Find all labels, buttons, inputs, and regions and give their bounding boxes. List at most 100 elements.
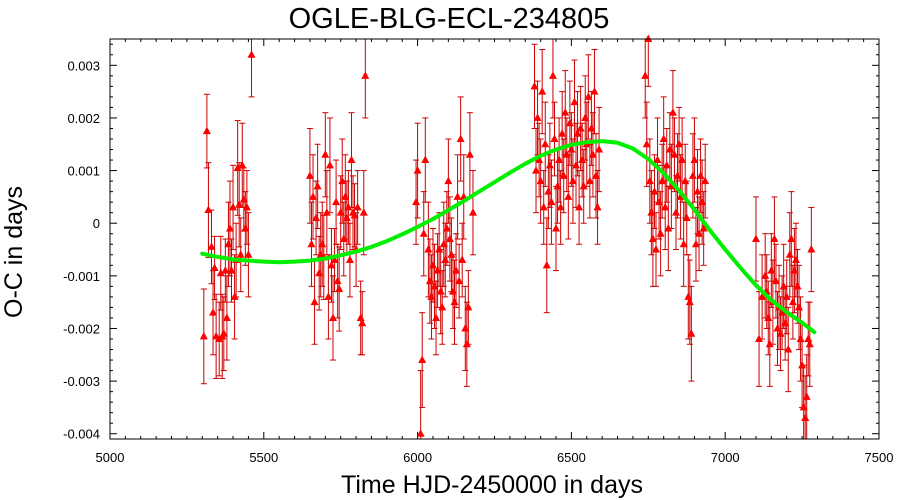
x-tick-label: 6000 — [403, 450, 432, 465]
data-point — [671, 208, 680, 216]
data-point — [452, 266, 461, 274]
data-point — [416, 429, 425, 437]
data-point — [430, 281, 439, 290]
data-point — [325, 160, 334, 169]
data-point — [322, 208, 331, 216]
data-point — [419, 229, 428, 237]
data-point — [199, 331, 208, 340]
data-point — [432, 313, 441, 321]
data-point — [645, 176, 654, 185]
data-point — [347, 155, 356, 164]
data-point — [204, 205, 213, 214]
data-point — [799, 402, 808, 411]
data-point — [315, 268, 324, 277]
data-point — [655, 197, 664, 206]
data-point — [533, 113, 542, 121]
data-point — [309, 192, 318, 200]
data-point — [339, 234, 348, 242]
data-point — [244, 250, 253, 258]
data-point — [647, 208, 656, 216]
data-point — [581, 113, 590, 121]
data-point — [338, 176, 347, 185]
data-point — [548, 71, 557, 79]
data-point — [572, 160, 581, 169]
data-point — [345, 255, 354, 264]
x-axis-ticks: 5000 5500 6000 6500 7000 7500 — [96, 39, 894, 465]
data-point — [771, 276, 780, 285]
data-point — [202, 126, 211, 135]
data-point — [450, 297, 459, 306]
data-point — [642, 139, 651, 148]
fit-curve — [200, 139, 817, 335]
data-point — [448, 287, 457, 295]
data-point — [770, 234, 779, 242]
data-point — [433, 266, 442, 274]
data-point — [425, 276, 434, 285]
data-point — [229, 202, 238, 211]
data-point — [418, 355, 427, 364]
data-point — [544, 187, 553, 195]
data-point — [781, 318, 790, 327]
data-point — [653, 155, 662, 164]
y-tick-label: 0.001 — [67, 164, 100, 179]
data-point — [776, 329, 785, 337]
data-point — [461, 323, 470, 332]
data-point — [307, 239, 316, 248]
data-point — [210, 263, 219, 271]
data-point — [755, 334, 764, 342]
data-point — [699, 223, 708, 232]
fit-curve-layer — [200, 139, 817, 335]
data-point — [585, 176, 594, 185]
plot-frame — [109, 38, 880, 440]
data-point — [795, 302, 804, 311]
data-point — [324, 292, 333, 300]
data-point — [356, 313, 365, 321]
data-point — [421, 155, 430, 164]
data-point — [552, 223, 561, 232]
data-point — [239, 195, 248, 203]
data-point — [542, 260, 551, 269]
data-point — [247, 50, 256, 58]
data-point — [235, 200, 244, 208]
data-point — [679, 239, 688, 248]
data-point — [778, 308, 787, 316]
data-point — [464, 302, 473, 311]
data-point — [209, 308, 218, 316]
data-point — [690, 155, 699, 164]
x-tick-label: 6500 — [557, 450, 586, 465]
y-tick-label: -0.003 — [63, 374, 100, 389]
data-point — [332, 197, 341, 206]
data-point — [428, 260, 437, 269]
x-tick-label: 7500 — [865, 450, 894, 465]
data-point — [310, 297, 319, 306]
data-point — [539, 202, 548, 211]
data-point — [321, 150, 330, 158]
data-point — [219, 329, 228, 337]
x-tick-label: 7000 — [711, 450, 740, 465]
data-point — [538, 87, 547, 95]
data-point — [698, 197, 707, 206]
data-point — [565, 118, 574, 127]
data-point — [318, 239, 327, 248]
data-point — [656, 229, 665, 237]
data-point — [553, 181, 562, 190]
data-point — [455, 276, 464, 285]
y-tick-label: 0.003 — [67, 58, 100, 73]
data-point — [661, 202, 670, 211]
data-point — [453, 192, 462, 200]
data-point — [342, 213, 351, 221]
data-point — [576, 123, 585, 132]
data-point — [579, 181, 588, 190]
data-point — [242, 202, 251, 211]
data-point — [238, 160, 247, 169]
data-point — [658, 176, 667, 185]
data-point — [442, 223, 451, 232]
data-point — [344, 202, 353, 211]
data-point — [541, 139, 550, 148]
data-point — [584, 92, 593, 100]
data-point — [435, 245, 444, 253]
data-point — [681, 176, 690, 185]
data-point — [798, 360, 807, 369]
data-point — [751, 234, 760, 242]
data-point — [784, 345, 793, 353]
